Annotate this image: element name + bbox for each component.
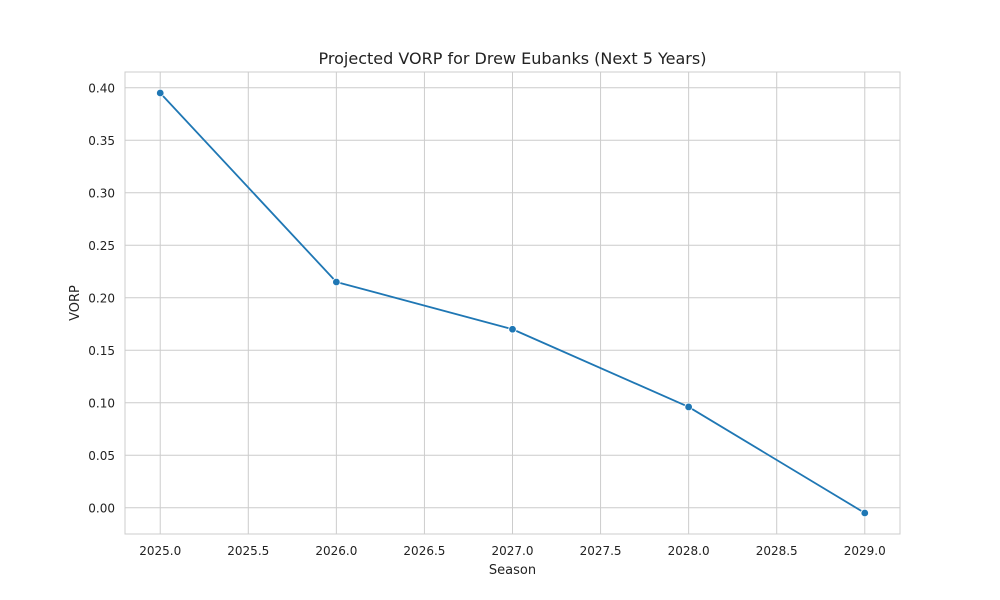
chart-title: Projected VORP for Drew Eubanks (Next 5 … [319, 49, 707, 68]
y-tick-label: 0.00 [88, 501, 115, 515]
grid [125, 72, 900, 534]
data-point [156, 88, 165, 98]
data-point [684, 402, 693, 412]
x-tick-label: 2025.5 [227, 544, 269, 558]
x-axis-ticks: 2025.0 2025.5 2026.0 2026.5 2027.0 2027.5 2028… [139, 544, 886, 558]
y-axis-label: VORP [68, 285, 83, 321]
plot-area [124, 71, 901, 535]
y-tick-label: 0.05 [88, 449, 115, 463]
x-tick-label: 2025.0 [139, 544, 181, 558]
y-tick-label: 0.25 [88, 239, 115, 253]
data-point [332, 277, 341, 287]
y-tick-label: 0.30 [88, 186, 115, 200]
x-tick-label: 2026.5 [403, 544, 445, 558]
x-axis-label: Season [489, 563, 536, 578]
x-tick-label: 2027.0 [492, 544, 534, 558]
y-tick-label: 0.15 [88, 344, 115, 358]
y-tick-label: 0.40 [88, 81, 115, 95]
y-tick-label: 0.35 [88, 134, 115, 148]
series-layer [156, 88, 869, 518]
data-point [508, 325, 517, 334]
x-tick-label: 2026.0 [315, 544, 357, 558]
y-tick-label: 0.10 [88, 396, 115, 410]
y-tick-label: 0.20 [88, 291, 115, 305]
data-point [860, 508, 869, 518]
x-tick-label: 2029.0 [844, 544, 886, 558]
x-tick-label: 2028.0 [668, 544, 710, 558]
x-tick-label: 2027.5 [580, 544, 622, 558]
y-axis-ticks: 0.00 0.05 0.10 0.15 0.20 0.25 0.30 0.35 0.40 [88, 81, 115, 515]
x-tick-label: 2028.5 [756, 544, 798, 558]
